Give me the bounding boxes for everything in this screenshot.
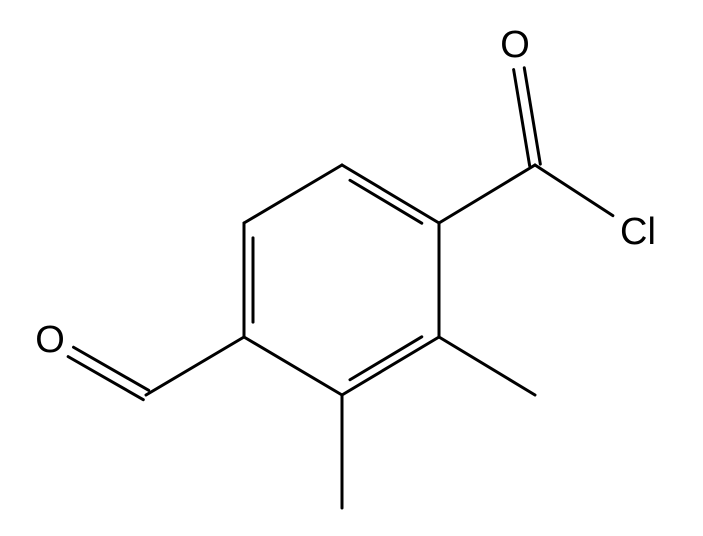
atom-label-cl: Cl: [620, 211, 656, 253]
atom-label-o: O: [35, 319, 65, 361]
atom-label-o: O: [500, 24, 530, 66]
chemical-structure-svg: O Cl O: [0, 0, 703, 536]
